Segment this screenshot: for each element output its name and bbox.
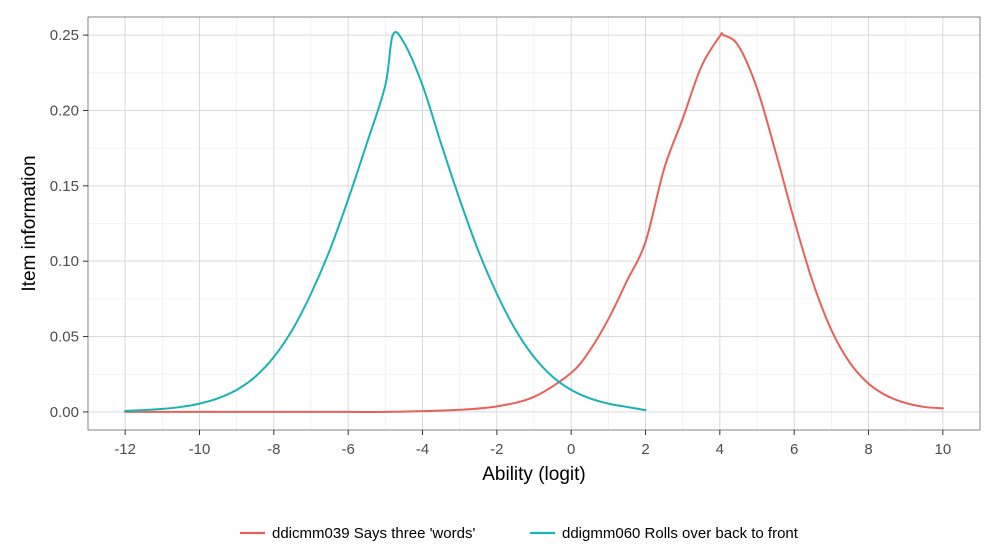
- legend: ddicmm039 Says three 'words' ddigmm060 Ro…: [240, 525, 799, 542]
- x-axis-ticks: -12 -10 -8 -6 -4 -2 0 2 4 6 8 10: [114, 430, 951, 458]
- y-tick-label: 0.05: [50, 329, 79, 346]
- y-tick-label: 0.20: [50, 102, 79, 119]
- y-tick-label: 0.25: [50, 27, 79, 44]
- y-tick-label: 0.15: [50, 178, 79, 195]
- x-tick-label: 6: [790, 441, 798, 458]
- series-line-2: [124, 31, 647, 412]
- x-tick-label: -10: [189, 441, 211, 458]
- y-axis-title: Item information: [19, 155, 40, 291]
- x-tick-label: 4: [716, 441, 724, 458]
- x-tick-label: 0: [567, 441, 575, 458]
- plot-panel-border: [87, 16, 981, 431]
- x-tick-label: 8: [864, 441, 872, 458]
- x-tick-label: -6: [341, 441, 354, 458]
- x-axis-title: Ability (logit): [482, 464, 585, 485]
- series-line-1: [124, 32, 944, 413]
- major-gridlines: [88, 17, 980, 430]
- legend-label-1: ddicmm039 Says three 'words': [272, 525, 475, 542]
- x-tick-label: 10: [934, 441, 951, 458]
- legend-label-2: ddigmm060 Rolls over back to front: [562, 525, 799, 542]
- x-tick-label: -8: [267, 441, 280, 458]
- x-tick-label: -4: [416, 441, 429, 458]
- x-tick-label: -12: [114, 441, 136, 458]
- x-tick-label: -2: [490, 441, 503, 458]
- y-axis-ticks: 0.00 0.05 0.10 0.15 0.20 0.25: [50, 27, 88, 421]
- x-tick-label: 2: [641, 441, 649, 458]
- series-lines: [124, 31, 944, 413]
- y-tick-label: 0.00: [50, 404, 79, 421]
- y-tick-label: 0.10: [50, 253, 79, 270]
